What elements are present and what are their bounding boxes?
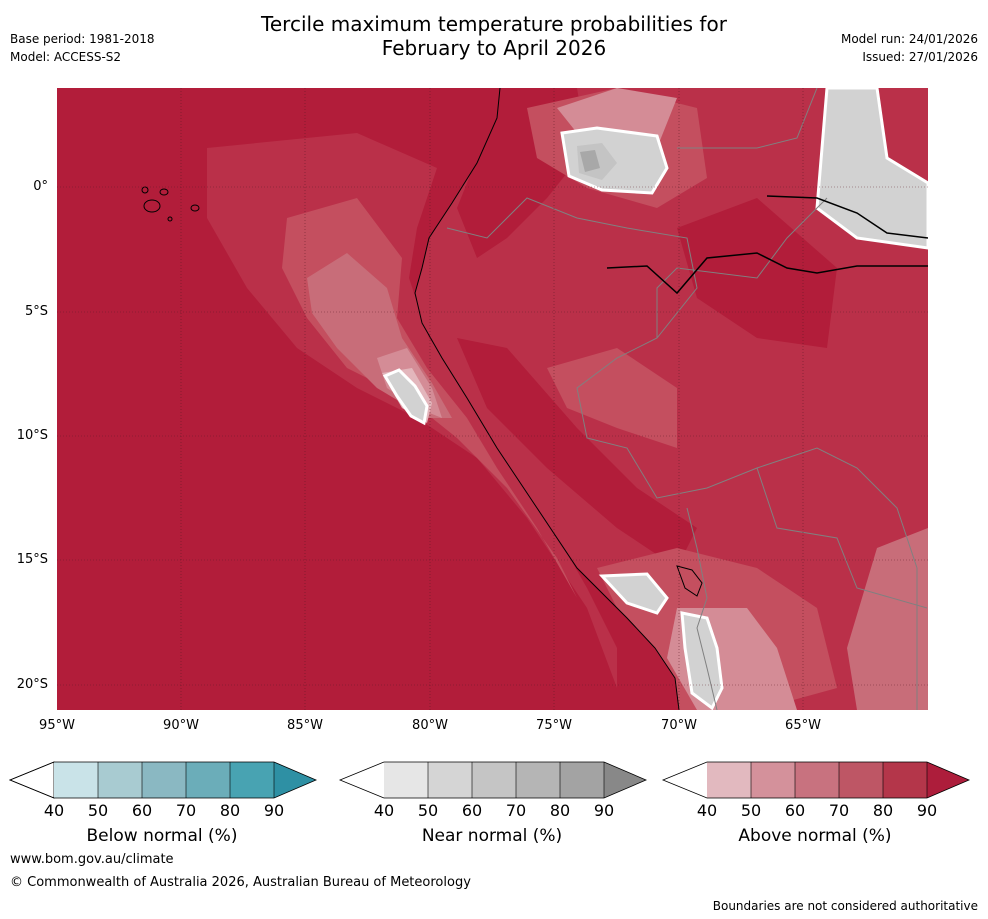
colorbar-near-bin-60	[472, 762, 516, 798]
colorbar-below-bin-60	[142, 762, 186, 798]
cb-near-tick-80: 80	[549, 801, 571, 820]
amazon-river	[606, 252, 928, 295]
cb-above-tick-40: 40	[696, 801, 718, 820]
lat-label-20s: 20°S	[16, 677, 48, 692]
colorbar-below-extend-low	[8, 761, 55, 799]
colorbar-near-bin-80	[560, 762, 604, 798]
cb-above-tick-50: 50	[740, 801, 762, 820]
cb-near-tick-50: 50	[417, 801, 439, 820]
colorbar-below-extend-high	[274, 762, 316, 798]
lon-label-90w: 90°W	[163, 718, 199, 733]
land-near-normal-altiplano	[598, 572, 669, 615]
ocean-near-normal-patch	[382, 368, 429, 426]
lon-label-75w: 75°W	[536, 718, 572, 733]
land-near-normal-core-dark	[580, 150, 600, 172]
cb-below-tick-60: 60	[131, 801, 153, 820]
meta-left: Base period: 1981-2018 Model: ACCESS-S2	[10, 30, 155, 66]
land-region-above-90-andes	[457, 338, 697, 568]
coastline	[414, 88, 680, 710]
footer-url[interactable]: www.bom.gov.au/climate	[10, 852, 174, 867]
colorbar-above-bin-60	[795, 762, 839, 798]
lat-label-0: 0°	[33, 179, 48, 194]
lon-label-95w: 95°W	[39, 718, 75, 733]
land-region-above-70-mid	[547, 348, 677, 448]
base-period: Base period: 1981-2018	[10, 32, 155, 46]
footer-copyright: © Commonwealth of Australia 2026, Austra…	[10, 875, 471, 890]
colorbar-below-normal	[8, 761, 318, 799]
title-line-1: Tercile maximum temperature probabilitie…	[261, 12, 727, 36]
cb-below-tick-50: 50	[87, 801, 109, 820]
colorbar-below-bin-40	[54, 762, 98, 798]
cb-above-tick-70: 70	[828, 801, 850, 820]
colorbar-near-bin-70	[516, 762, 560, 798]
colorbar-near-bin-50	[428, 762, 472, 798]
land-region-above-90-central	[677, 198, 837, 348]
probability-map	[57, 88, 928, 710]
lon-label-65w: 65°W	[785, 718, 821, 733]
lon-label-70w: 70°W	[661, 718, 697, 733]
gridlines	[57, 88, 928, 710]
cb-near-tick-90: 90	[593, 801, 615, 820]
footer-disclaimer: Boundaries are not considered authoritat…	[712, 899, 978, 913]
meta-right: Model run: 24/01/2026 Issued: 27/01/2026	[841, 30, 978, 66]
colorbar-above-normal	[661, 761, 971, 799]
model-run: Model run: 24/01/2026	[840, 32, 978, 46]
colorbar-near-normal	[338, 761, 648, 799]
colorbar-above-bin-40	[707, 762, 751, 798]
cb-below-title: Below normal (%)	[86, 826, 238, 846]
colorbar-above-extend-high	[927, 762, 969, 798]
colorbar-above-extend-low	[663, 762, 707, 798]
colorbar-below-bin-50	[98, 762, 142, 798]
land-region-above-60-east	[847, 528, 928, 710]
cb-above-tick-60: 60	[784, 801, 806, 820]
cb-near-title: Near normal (%)	[421, 826, 563, 846]
issued-date: Issued: 27/01/2026	[862, 50, 978, 64]
cb-near-tick-60: 60	[461, 801, 483, 820]
lon-label-80w: 80°W	[412, 718, 448, 733]
cb-near-tick-40: 40	[373, 801, 395, 820]
land-near-normal-atacama	[680, 611, 724, 710]
title-line-2: February to April 2026	[381, 36, 607, 60]
cb-above-tick-90: 90	[916, 801, 938, 820]
lat-label-15s: 15°S	[16, 552, 48, 567]
map-panel	[57, 88, 928, 710]
cb-above-title: Above normal (%)	[738, 826, 892, 846]
colorbar-above-bin-80	[883, 762, 927, 798]
cb-near-tick-70: 70	[505, 801, 527, 820]
cb-below-tick-90: 90	[263, 801, 285, 820]
colorbar-near-extend-high	[604, 762, 646, 798]
lake-titicaca	[676, 565, 703, 597]
cb-above-tick-80: 80	[872, 801, 894, 820]
lon-label-85w: 85°W	[287, 718, 323, 733]
cb-below-tick-40: 40	[43, 801, 65, 820]
colorbar-above-bin-70	[839, 762, 883, 798]
colorbar-near-extend-low	[340, 762, 384, 798]
colorbar-below-bin-80	[230, 762, 274, 798]
cb-below-tick-80: 80	[219, 801, 241, 820]
colorbar-below-bin-70	[186, 762, 230, 798]
lat-label-10s: 10°S	[16, 428, 48, 443]
chart-title: Tercile maximum temperature probabilitie…	[0, 12, 988, 60]
rio-negro	[766, 195, 928, 239]
cb-below-tick-70: 70	[175, 801, 197, 820]
colorbar-near-bin-40	[384, 762, 428, 798]
colorbar-above-bin-50	[751, 762, 795, 798]
lat-label-5s: 5°S	[24, 304, 48, 319]
model-name: Model: ACCESS-S2	[10, 50, 122, 64]
country-borders	[446, 88, 928, 710]
